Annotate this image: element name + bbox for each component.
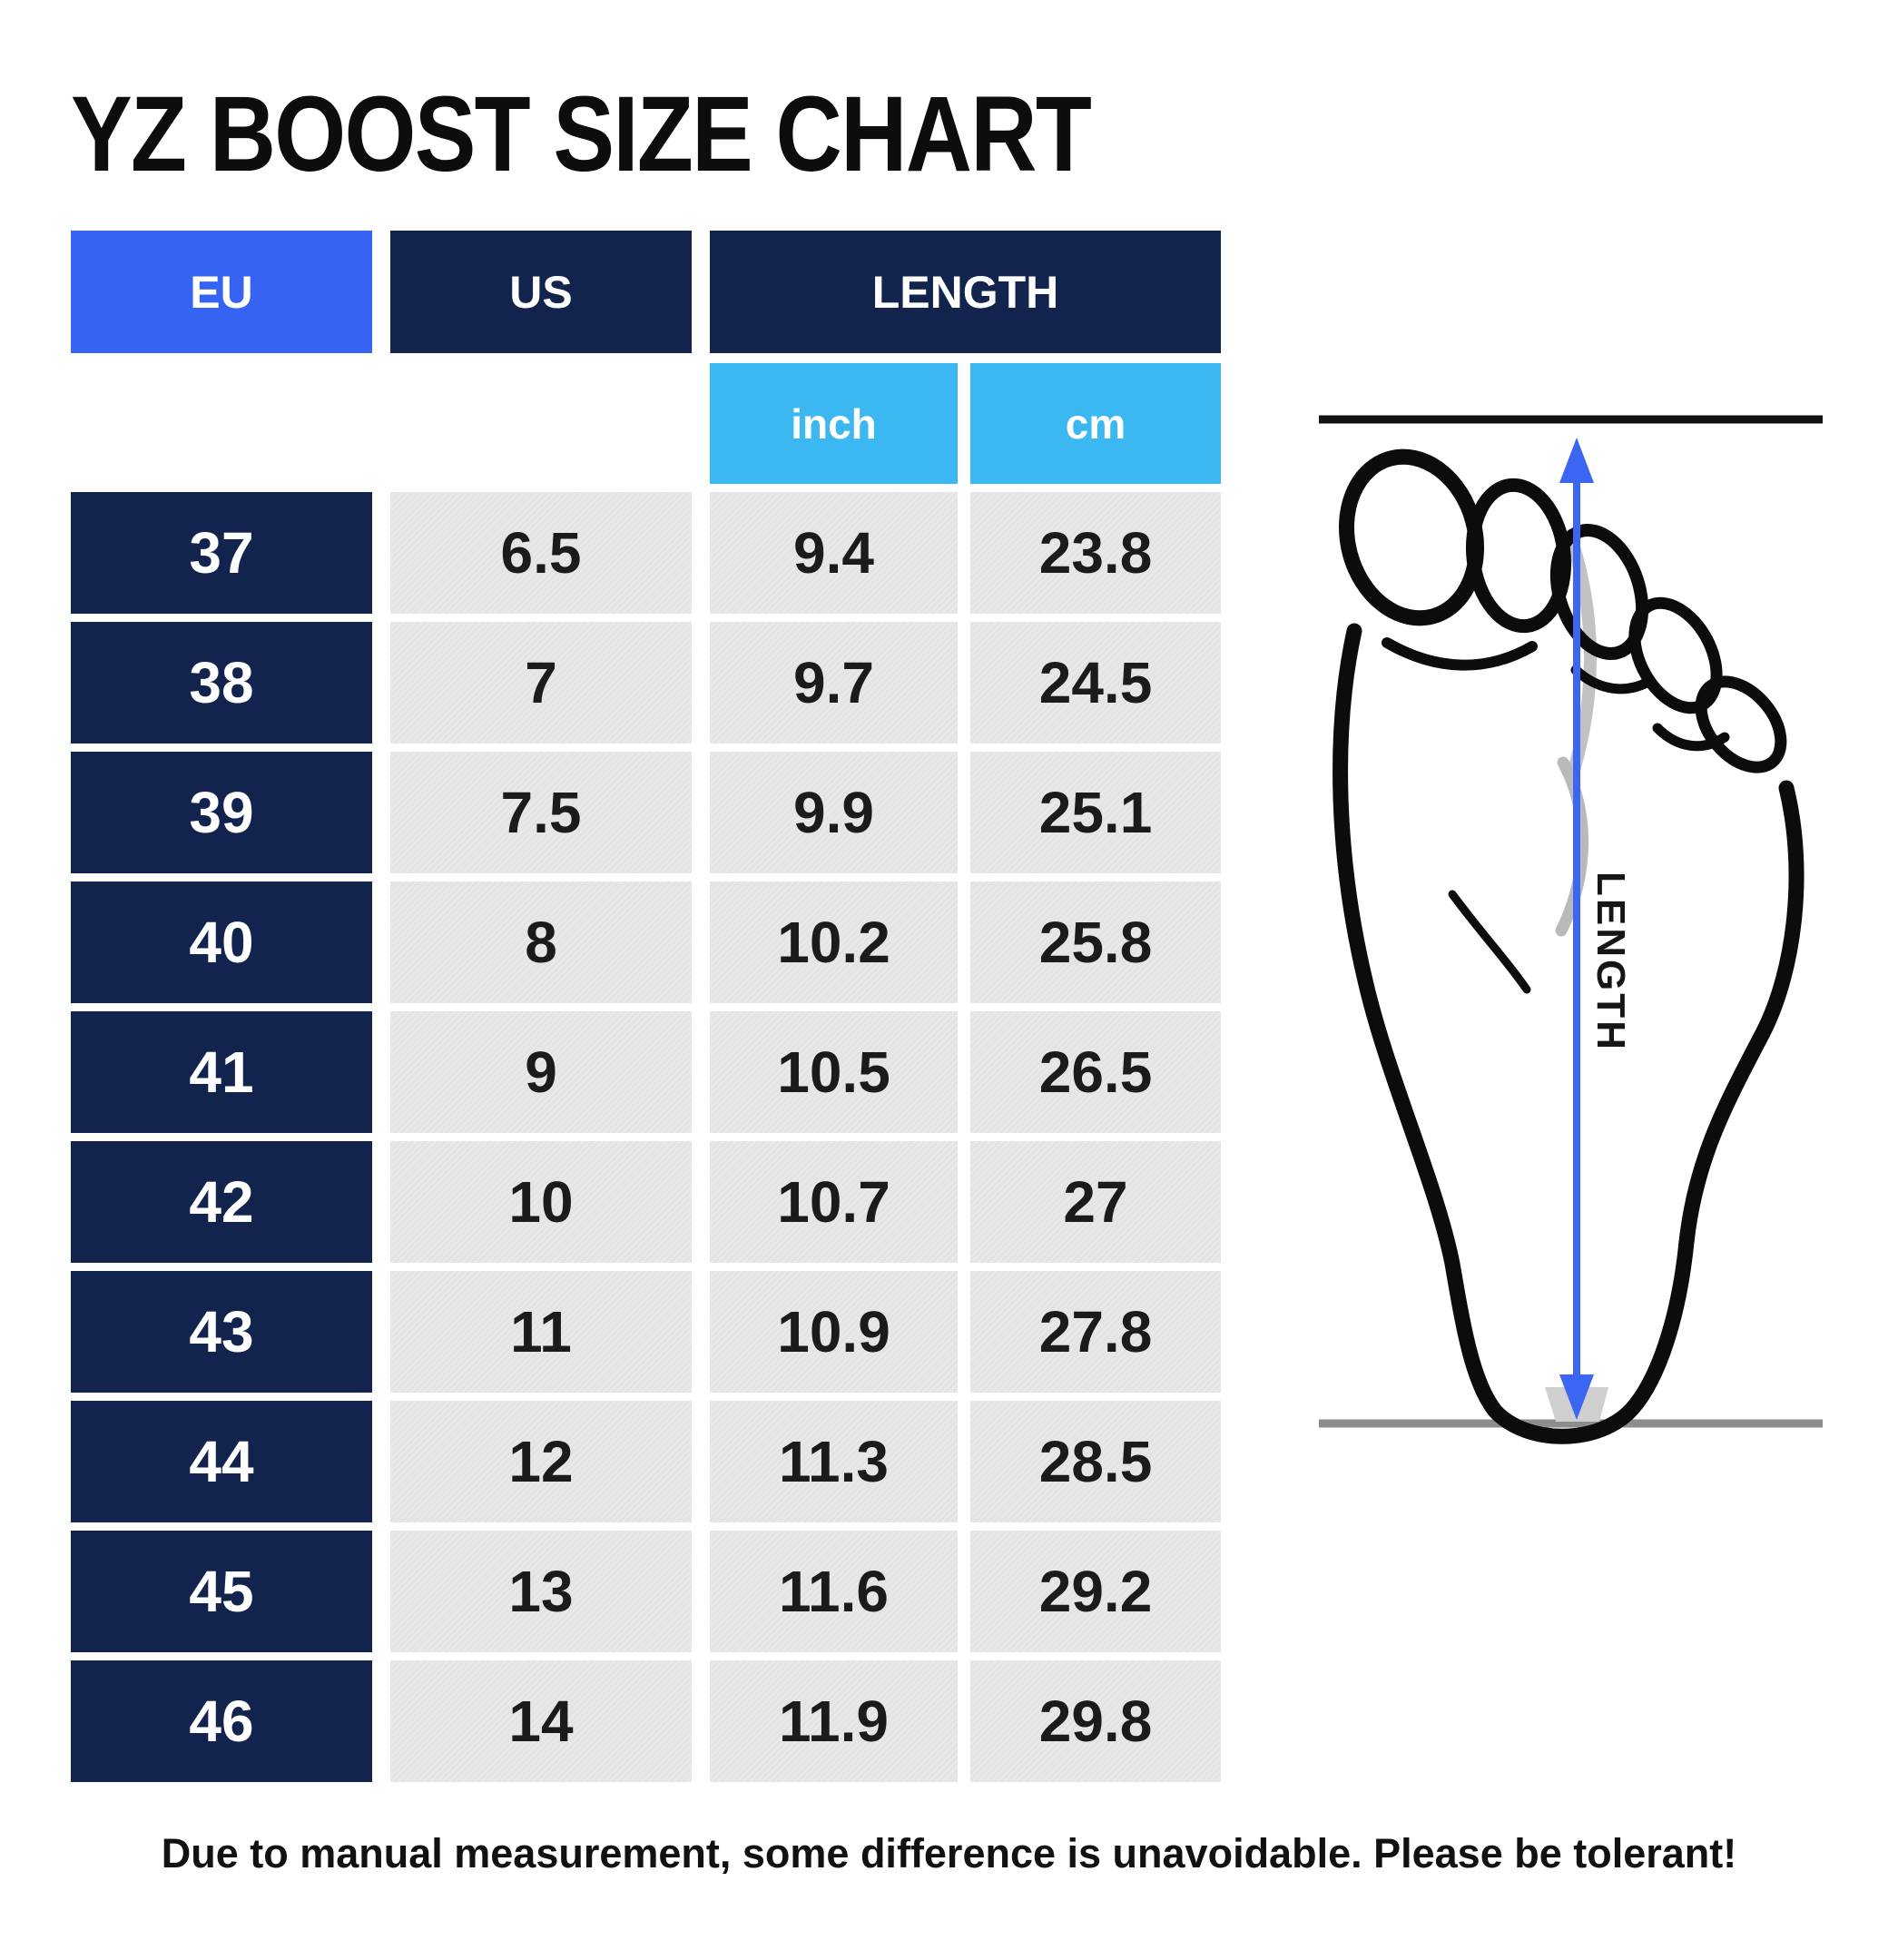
table-cell-us: 10 <box>390 1141 692 1263</box>
table-cell-eu: 45 <box>71 1531 372 1652</box>
table-cell-inch: 11.3 <box>710 1401 958 1522</box>
table-cell-us: 12 <box>390 1401 692 1522</box>
fourth-toe-outline <box>1628 596 1723 714</box>
little-toe-outline <box>1695 675 1787 773</box>
table-cell-inch: 9.9 <box>710 752 958 873</box>
table-cell-cm: 23.8 <box>970 492 1221 614</box>
table-cell-eu: 44 <box>71 1401 372 1522</box>
table-cell-inch: 11.9 <box>710 1660 958 1782</box>
table-body: 37 6.5 9.4 23.8 38 7 9.7 24.5 39 7.5 9.9 25.1 40 8 10.… <box>71 492 1221 1782</box>
sole-outline <box>1333 623 1805 1444</box>
table-cell-us: 7 <box>390 622 692 744</box>
arch-crease <box>1448 890 1531 994</box>
subheader-spacer <box>71 363 710 484</box>
table-row: 42 10 10.7 27 <box>71 1141 1221 1263</box>
column-header-inch: inch <box>710 363 958 484</box>
table-cell-cm: 25.8 <box>970 882 1221 1003</box>
table-cell-eu: 37 <box>71 492 372 614</box>
column-header-eu: EU <box>71 231 372 353</box>
table-row: 43 11 10.9 27.8 <box>71 1271 1221 1393</box>
foot-measurement-diagram: LENGTH <box>1319 415 1823 1444</box>
table-cell-us: 13 <box>390 1531 692 1652</box>
table-cell-inch: 10.7 <box>710 1141 958 1263</box>
column-header-cm: cm <box>970 363 1221 484</box>
table-cell-cm: 28.5 <box>970 1401 1221 1522</box>
table-cell-eu: 43 <box>71 1271 372 1393</box>
table-row: 39 7.5 9.9 25.1 <box>71 752 1221 873</box>
size-table: EU US LENGTH inch cm 37 6.5 9.4 23.8 38 7 9.7 2… <box>71 231 1221 1782</box>
column-header-length: LENGTH <box>710 231 1221 353</box>
table-cell-eu: 41 <box>71 1011 372 1133</box>
table-cell-us: 9 <box>390 1011 692 1133</box>
toe-crease-4 <box>1652 723 1730 752</box>
table-cell-eu: 40 <box>71 882 372 1003</box>
table-cell-inch: 9.4 <box>710 492 958 614</box>
table-cell-cm: 27.8 <box>970 1271 1221 1393</box>
table-row: 37 6.5 9.4 23.8 <box>71 492 1221 614</box>
table-cell-inch: 10.9 <box>710 1271 958 1393</box>
table-cell-cm: 24.5 <box>970 622 1221 744</box>
length-arrow-head-up <box>1559 438 1594 483</box>
table-row: 46 14 11.9 29.8 <box>71 1660 1221 1782</box>
column-header-us: US <box>390 231 692 353</box>
table-row: 41 9 10.5 26.5 <box>71 1011 1221 1133</box>
table-cell-cm: 26.5 <box>970 1011 1221 1133</box>
table-cell-inch: 9.7 <box>710 622 958 744</box>
table-cell-us: 11 <box>390 1271 692 1393</box>
table-header-row: EU US LENGTH <box>71 231 1221 353</box>
table-row: 44 12 11.3 28.5 <box>71 1401 1221 1522</box>
table-cell-cm: 27 <box>970 1141 1221 1263</box>
table-cell-us: 14 <box>390 1660 692 1782</box>
table-cell-us: 8 <box>390 882 692 1003</box>
table-cell-eu: 46 <box>71 1660 372 1782</box>
table-cell-us: 7.5 <box>390 752 692 873</box>
length-arrow <box>1559 438 1594 1420</box>
table-subheader-row: inch cm <box>71 363 1221 484</box>
arch-shading-mark <box>1555 756 1588 937</box>
toe-crease-3 <box>1570 665 1654 694</box>
table-cell-cm: 29.2 <box>970 1531 1221 1652</box>
length-label: LENGTH <box>1588 872 1633 1052</box>
foot-outline <box>1333 448 1805 1444</box>
table-cell-inch: 10.2 <box>710 882 958 1003</box>
table-cell-eu: 42 <box>71 1141 372 1263</box>
ball-crease <box>1382 637 1538 671</box>
table-cell-inch: 10.5 <box>710 1011 958 1133</box>
table-cell-eu: 39 <box>71 752 372 873</box>
table-cell-cm: 29.8 <box>970 1660 1221 1782</box>
table-row: 40 8 10.2 25.8 <box>71 882 1221 1003</box>
table-cell-eu: 38 <box>71 622 372 744</box>
table-cell-inch: 11.6 <box>710 1531 958 1652</box>
table-cell-cm: 25.1 <box>970 752 1221 873</box>
page-title: YZ BOOST SIZE CHART <box>71 74 1092 194</box>
length-arrow-head-down <box>1559 1374 1594 1420</box>
table-row: 38 7 9.7 24.5 <box>71 622 1221 744</box>
table-cell-us: 6.5 <box>390 492 692 614</box>
footer-note: Due to manual measurement, some differen… <box>161 1830 1737 1876</box>
table-row: 45 13 11.6 29.2 <box>71 1531 1221 1652</box>
